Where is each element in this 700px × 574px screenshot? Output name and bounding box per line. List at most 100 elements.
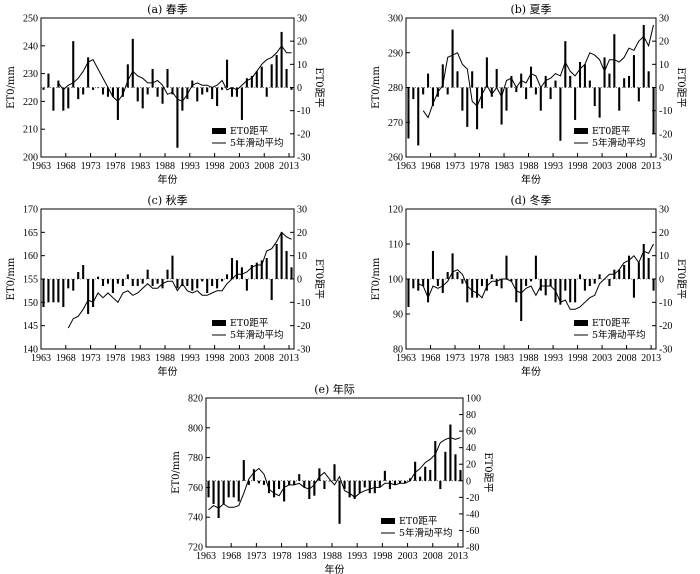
anomaly-bar bbox=[47, 279, 50, 303]
anomaly-bar bbox=[500, 87, 503, 125]
anomaly-bar bbox=[141, 279, 144, 284]
legend-bar-label: ET0距平 bbox=[592, 126, 631, 137]
x-tick-label: 1973 bbox=[445, 353, 465, 364]
anomaly-bar bbox=[87, 57, 90, 88]
panel-autumn: (c) 秋季 140 145 150 155 160 165 170 -30 -20 -10 0 10 2… bbox=[6, 193, 325, 378]
anomaly-bar bbox=[242, 460, 245, 481]
anomaly-bar bbox=[368, 480, 371, 494]
anomaly-bar bbox=[427, 279, 430, 303]
anomaly-bar bbox=[441, 64, 444, 88]
anomaly-bar bbox=[278, 480, 281, 490]
panel-title: (b) 夏季 bbox=[510, 3, 551, 16]
legend-bar-label: ET0距平 bbox=[230, 126, 269, 137]
anomaly-bar bbox=[417, 279, 420, 291]
left-tick-label: 145 bbox=[23, 321, 38, 332]
anomaly-bar bbox=[466, 87, 469, 127]
anomaly-bar bbox=[593, 279, 596, 284]
right-tick-label: -10 bbox=[659, 298, 672, 309]
legend-bar-label: ET0距平 bbox=[592, 318, 631, 329]
right-tick-label: 20 bbox=[297, 228, 307, 239]
anomaly-bar bbox=[265, 258, 268, 279]
anomaly-bar bbox=[525, 279, 528, 286]
left-tick-label: 250 bbox=[23, 14, 38, 25]
anomaly-bar bbox=[57, 80, 60, 88]
x-tick-label: 2008 bbox=[617, 353, 637, 364]
anomaly-bar bbox=[471, 279, 474, 298]
anomaly-bar bbox=[559, 279, 562, 305]
anomaly-bar bbox=[285, 251, 288, 279]
anomaly-bar bbox=[613, 34, 616, 88]
x-tick-label: 1988 bbox=[322, 551, 342, 562]
anomaly-bar bbox=[409, 478, 412, 481]
x-tick-label: 1998 bbox=[568, 353, 588, 364]
anomaly-bar bbox=[417, 87, 420, 146]
anomaly-bar bbox=[240, 87, 243, 120]
anomaly-bar bbox=[270, 279, 273, 300]
anomaly-bar bbox=[549, 87, 552, 100]
anomaly-bar bbox=[422, 87, 425, 95]
anomaly-bar bbox=[257, 480, 260, 484]
anomaly-bar bbox=[623, 78, 626, 88]
left-tick-label: 290 bbox=[388, 48, 403, 59]
anomaly-bar bbox=[378, 480, 381, 488]
anomaly-bar bbox=[252, 469, 255, 481]
x-tick-label: 2013 bbox=[448, 551, 468, 562]
x-axis-label: 年份 bbox=[158, 365, 178, 378]
panel-annual: (e) 年际 720 740 760 780 800 820 -80 -60 -40 -20 0 20 4… bbox=[171, 382, 494, 574]
anomaly-bar bbox=[422, 279, 425, 286]
anomaly-bar bbox=[544, 75, 547, 88]
left-tick-label: 140 bbox=[23, 345, 38, 356]
left-tick-label: 165 bbox=[23, 228, 38, 239]
left-tick-label: 110 bbox=[388, 240, 403, 251]
x-tick-label: 1998 bbox=[205, 161, 225, 172]
anomaly-bar bbox=[191, 279, 194, 291]
legend-line-label: 5年滑动平均 bbox=[592, 329, 646, 341]
anomaly-bar bbox=[77, 272, 80, 279]
anomaly-bar bbox=[461, 279, 464, 284]
anomaly-bar bbox=[569, 75, 572, 88]
anomaly-bar bbox=[230, 87, 234, 97]
anomaly-bar bbox=[529, 279, 533, 282]
anomaly-bar bbox=[240, 267, 243, 279]
x-tick-label: 1978 bbox=[105, 353, 125, 364]
anomaly-bar bbox=[328, 480, 331, 482]
anomaly-bar bbox=[42, 87, 45, 90]
anomaly-bar bbox=[647, 71, 650, 88]
anomaly-bar bbox=[141, 87, 144, 109]
x-tick-label: 2003 bbox=[398, 551, 418, 562]
anomaly-bar bbox=[393, 480, 397, 485]
anomaly-bar bbox=[407, 279, 410, 307]
anomaly-bar bbox=[280, 232, 283, 279]
anomaly-bar bbox=[628, 75, 631, 88]
anomaly-bar bbox=[47, 73, 50, 88]
left-tick-label: 720 bbox=[188, 543, 203, 554]
anomaly-bar bbox=[97, 87, 100, 89]
anomaly-bar bbox=[111, 279, 114, 293]
anomaly-bar bbox=[87, 279, 90, 314]
right-tick-label: 30 bbox=[659, 205, 669, 216]
right-tick-label: -20 bbox=[659, 321, 672, 332]
anomaly-bar bbox=[480, 87, 484, 109]
anomaly-bar bbox=[588, 80, 591, 88]
anomaly-bar bbox=[642, 24, 645, 88]
right-tick-label: 60 bbox=[466, 427, 476, 438]
anomaly-bar bbox=[564, 41, 567, 88]
x-tick-label: 1998 bbox=[205, 353, 225, 364]
anomaly-bar bbox=[652, 87, 655, 134]
left-tick-label: 150 bbox=[23, 298, 38, 309]
y-axis-label-right: ET0距平 bbox=[675, 259, 687, 299]
anomaly-bar bbox=[72, 279, 75, 291]
anomaly-bar bbox=[255, 262, 258, 279]
anomaly-bar bbox=[191, 80, 194, 88]
x-tick-label: 2013 bbox=[641, 161, 661, 172]
y-axis-label-right: ET0距平 bbox=[313, 67, 325, 107]
anomaly-bar bbox=[265, 87, 268, 97]
right-tick-label: 30 bbox=[659, 14, 669, 25]
anomaly-bar bbox=[313, 480, 316, 496]
anomaly-bar bbox=[534, 87, 537, 95]
y-axis-label-right: ET0距平 bbox=[482, 452, 494, 492]
anomaly-bar bbox=[388, 480, 391, 490]
anomaly-bar bbox=[574, 87, 577, 120]
anomaly-bar bbox=[588, 279, 591, 286]
anomaly-bar bbox=[126, 274, 129, 279]
